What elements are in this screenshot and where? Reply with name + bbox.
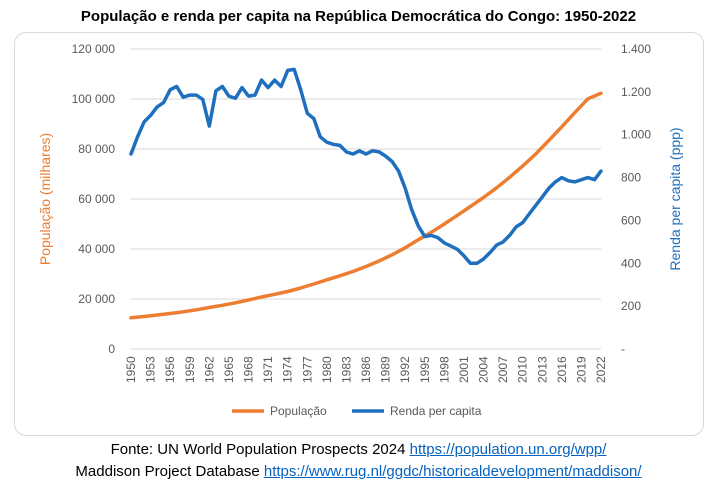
y2-tick-label: 600 xyxy=(621,213,641,227)
footer-source-line-1: Fonte: UN World Population Prospects 202… xyxy=(0,441,717,458)
x-tick-label: 1950 xyxy=(124,356,138,383)
footer-link-wpp[interactable]: https://population.un.org/wpp/ xyxy=(409,441,607,458)
x-tick-label: 1986 xyxy=(359,356,373,383)
x-tick-label: 1992 xyxy=(398,356,412,383)
income-series-line xyxy=(129,67,603,266)
x-tick-label: 2001 xyxy=(457,356,471,383)
y2-tick-label: - xyxy=(621,342,625,356)
y-axis-title: População (milhares) xyxy=(37,133,53,265)
y-tick-label: 120 000 xyxy=(72,42,116,56)
legend-label-population: População xyxy=(270,404,327,418)
x-tick-label: 2013 xyxy=(535,356,549,383)
x-tick-label: 1965 xyxy=(222,356,236,383)
y-tick-label: 20 000 xyxy=(78,292,115,306)
chart-svg: 0 20 000 40 000 60 000 80 000 100 000 120 000 -… xyxy=(37,42,683,418)
x-tick-label: 1959 xyxy=(183,356,197,383)
x-tick-label: 1956 xyxy=(163,356,177,383)
y2-tick-label: 1.200 xyxy=(621,85,651,99)
chart-frame xyxy=(14,32,704,436)
x-tick-label: 1977 xyxy=(300,356,314,383)
x-tick-label: 1998 xyxy=(437,356,451,383)
y-tick-label: 40 000 xyxy=(78,242,115,256)
x-tick-label: 2007 xyxy=(496,356,510,383)
footer-source-line-2: Maddison Project Database https://www.ru… xyxy=(0,463,717,480)
x-tick-label: 2010 xyxy=(516,356,530,383)
y-tick-label: 80 000 xyxy=(78,142,115,156)
footer-source-text-1: Fonte: UN World Population Prospects 202… xyxy=(110,441,410,458)
y-tick-label: 100 000 xyxy=(72,92,116,106)
x-tick-label: 1989 xyxy=(379,356,393,383)
y2-axis-title: Renda per capita (ppp) xyxy=(667,127,683,270)
x-tick-label: 1974 xyxy=(281,356,295,383)
y2-tick-label: 1.000 xyxy=(621,128,651,142)
x-tick-label: 2019 xyxy=(574,356,588,383)
x-tick-label: 1968 xyxy=(242,356,256,383)
x-tick-label: 1980 xyxy=(320,356,334,383)
x-tick-label: 1983 xyxy=(339,356,353,383)
x-tick-label: 1953 xyxy=(144,356,158,383)
x-tick-label: 1971 xyxy=(261,356,275,383)
y-tick-label: 0 xyxy=(108,342,115,356)
footer-link-maddison[interactable]: https://www.rug.nl/ggdc/historicaldevelo… xyxy=(263,463,642,480)
y2-tick-label: 800 xyxy=(621,171,641,185)
x-tick-label: 2016 xyxy=(555,356,569,383)
footer-source-text-2: Maddison Project Database xyxy=(75,463,264,480)
chart-title: População e renda per capita na Repúblic… xyxy=(80,8,637,25)
legend-label-income: Renda per capita xyxy=(390,404,482,418)
y2-tick-label: 200 xyxy=(621,299,641,313)
population-series-line xyxy=(129,91,603,320)
x-tick-label: 2004 xyxy=(477,356,491,383)
x-tick-label: 2022 xyxy=(594,356,608,383)
y2-tick-label: 1.400 xyxy=(621,42,651,56)
x-tick-label: 1995 xyxy=(418,356,432,383)
x-tick-label: 1962 xyxy=(202,356,216,383)
y2-tick-label: 400 xyxy=(621,256,641,270)
y-tick-label: 60 000 xyxy=(78,192,115,206)
